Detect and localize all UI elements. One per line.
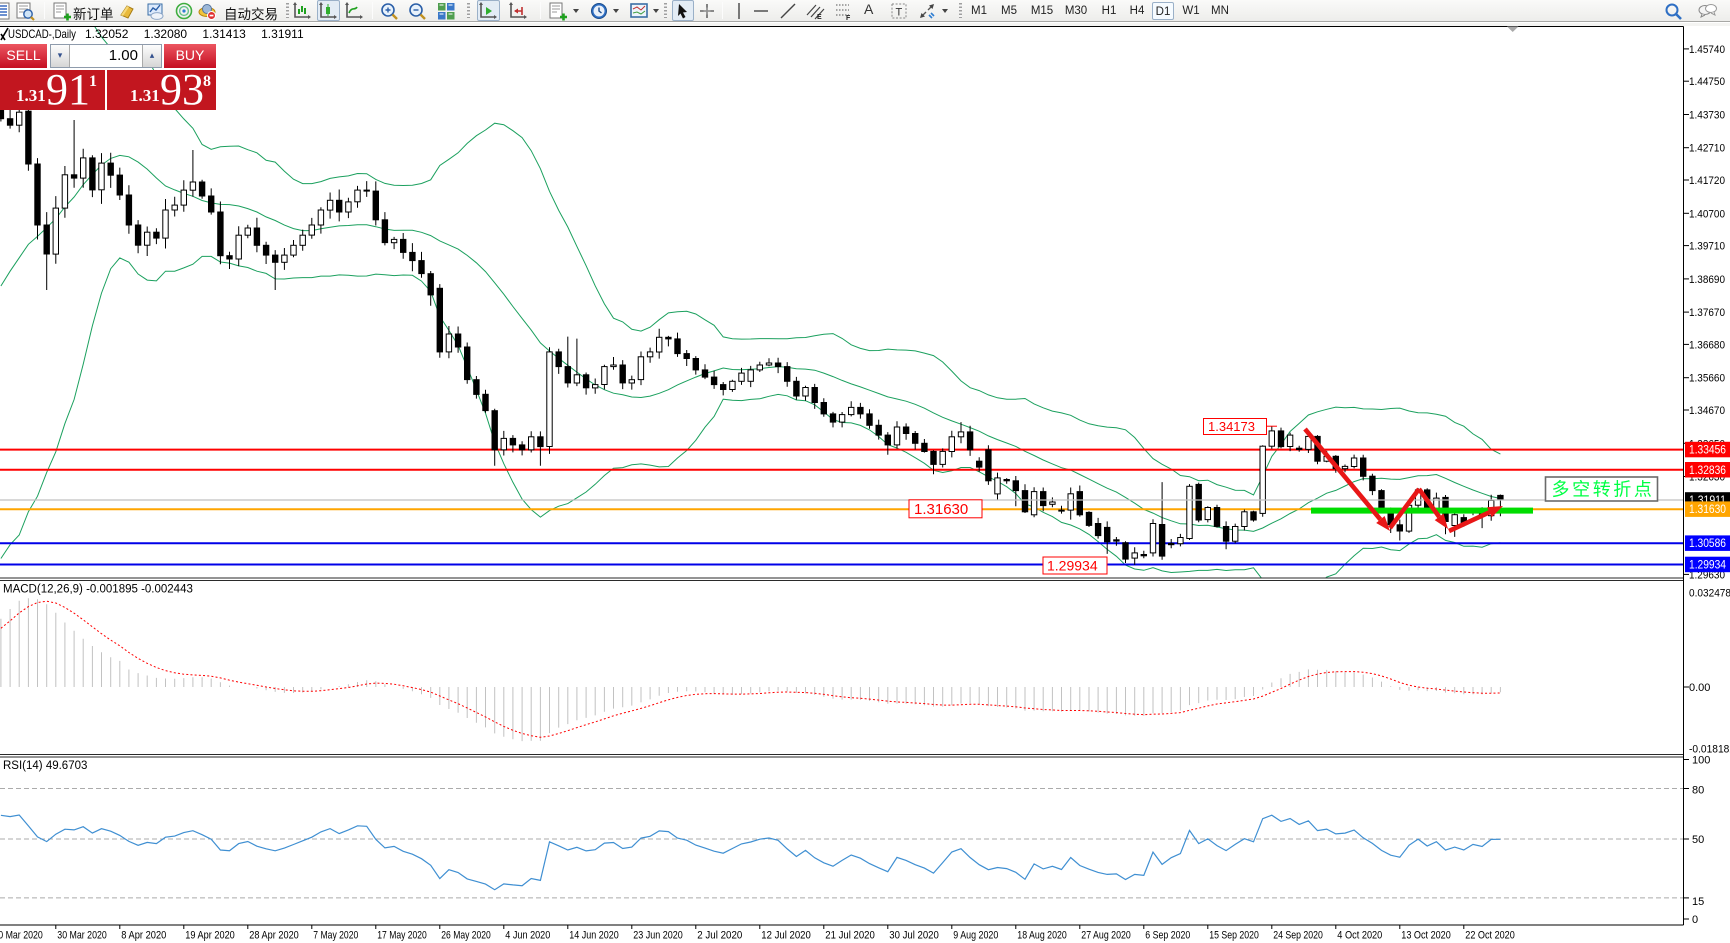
svg-text:100: 100 [1692, 755, 1710, 767]
svg-text:0: 0 [1692, 914, 1698, 926]
svg-text:1.29934: 1.29934 [1047, 558, 1098, 574]
svg-text:0.00: 0.00 [1689, 682, 1710, 694]
svg-text:8 Apr 2020: 8 Apr 2020 [121, 930, 166, 942]
svg-text:1.40700: 1.40700 [1689, 208, 1725, 220]
svg-text:1.38690: 1.38690 [1689, 274, 1725, 286]
svg-text:1.29630: 1.29630 [1689, 569, 1725, 581]
svg-text:RSI(14) 49.6703: RSI(14) 49.6703 [3, 760, 87, 772]
svg-text:20 Mar 2020: 20 Mar 2020 [0, 930, 43, 942]
svg-text:1.34173: 1.34173 [1208, 419, 1255, 434]
svg-text:1.31630: 1.31630 [1689, 504, 1726, 516]
svg-text:24 Sep 2020: 24 Sep 2020 [1273, 930, 1323, 942]
svg-text:F: F [846, 15, 851, 21]
svg-text:USDCAD-,Daily: USDCAD-,Daily [8, 27, 76, 41]
svg-text:1.36680: 1.36680 [1689, 339, 1725, 351]
svg-text:80: 80 [1692, 785, 1704, 797]
svg-text:12 Jul 2020: 12 Jul 2020 [761, 930, 811, 942]
svg-text:30 Mar 2020: 30 Mar 2020 [57, 930, 107, 942]
svg-text:19 Apr 2020: 19 Apr 2020 [185, 930, 235, 942]
svg-text:18 Aug 2020: 18 Aug 2020 [1017, 930, 1067, 942]
svg-text:1.34670: 1.34670 [1689, 405, 1725, 417]
svg-text:1.29934: 1.29934 [1689, 560, 1727, 572]
svg-text:1.41720: 1.41720 [1689, 175, 1725, 187]
svg-text:22 Oct 2020: 22 Oct 2020 [1465, 930, 1515, 942]
svg-text:多空转折点: 多空转折点 [1552, 480, 1655, 500]
svg-text:2 Jul 2020: 2 Jul 2020 [697, 930, 742, 942]
svg-text:4 Oct 2020: 4 Oct 2020 [1337, 930, 1382, 942]
svg-text:30 Jul 2020: 30 Jul 2020 [889, 930, 939, 942]
svg-text:0.032478: 0.032478 [1689, 588, 1730, 600]
svg-text:1.44750: 1.44750 [1689, 76, 1725, 88]
svg-text:1.43730: 1.43730 [1689, 110, 1725, 122]
svg-text:17 May 2020: 17 May 2020 [377, 930, 427, 942]
svg-text:-0.018182: -0.018182 [1689, 744, 1730, 756]
svg-text:4 Jun 2020: 4 Jun 2020 [505, 930, 550, 942]
svg-text:1.39710: 1.39710 [1689, 241, 1725, 253]
svg-text:50: 50 [1692, 834, 1704, 846]
svg-text:1.37670: 1.37670 [1689, 307, 1725, 319]
svg-text:15: 15 [1692, 896, 1704, 908]
svg-text:E: E [817, 14, 822, 21]
svg-text:1.45740: 1.45740 [1689, 44, 1725, 56]
svg-text:9 Aug 2020: 9 Aug 2020 [953, 930, 998, 942]
svg-text:1.42710: 1.42710 [1689, 143, 1725, 155]
svg-text:28 Apr 2020: 28 Apr 2020 [249, 930, 298, 942]
svg-text:27 Aug 2020: 27 Aug 2020 [1081, 930, 1131, 942]
svg-text:7 May 2020: 7 May 2020 [313, 930, 358, 942]
svg-text:1.32836: 1.32836 [1689, 465, 1726, 477]
svg-text:26 May 2020: 26 May 2020 [441, 930, 491, 942]
svg-text:MACD(12,26,9) -0.001895 -0.002: MACD(12,26,9) -0.001895 -0.002443 [3, 584, 193, 596]
svg-text:15 Sep 2020: 15 Sep 2020 [1209, 930, 1259, 942]
svg-text:1.30586: 1.30586 [1689, 538, 1726, 550]
svg-text:14 Jun 2020: 14 Jun 2020 [569, 930, 619, 942]
svg-text:21 Jul 2020: 21 Jul 2020 [825, 930, 875, 942]
svg-text:6 Sep 2020: 6 Sep 2020 [1145, 930, 1190, 942]
svg-text:23 Jun 2020: 23 Jun 2020 [633, 930, 683, 942]
svg-text:1.35660: 1.35660 [1689, 373, 1725, 385]
svg-text:1.33456: 1.33456 [1689, 445, 1726, 457]
svg-text:13 Oct 2020: 13 Oct 2020 [1401, 930, 1451, 942]
svg-text:1.32052 1.32080 1.31413 1.3191: 1.32052 1.32080 1.31413 1.31911 [85, 27, 304, 41]
svg-text:T: T [896, 7, 903, 19]
svg-text:1.31630: 1.31630 [914, 501, 968, 518]
